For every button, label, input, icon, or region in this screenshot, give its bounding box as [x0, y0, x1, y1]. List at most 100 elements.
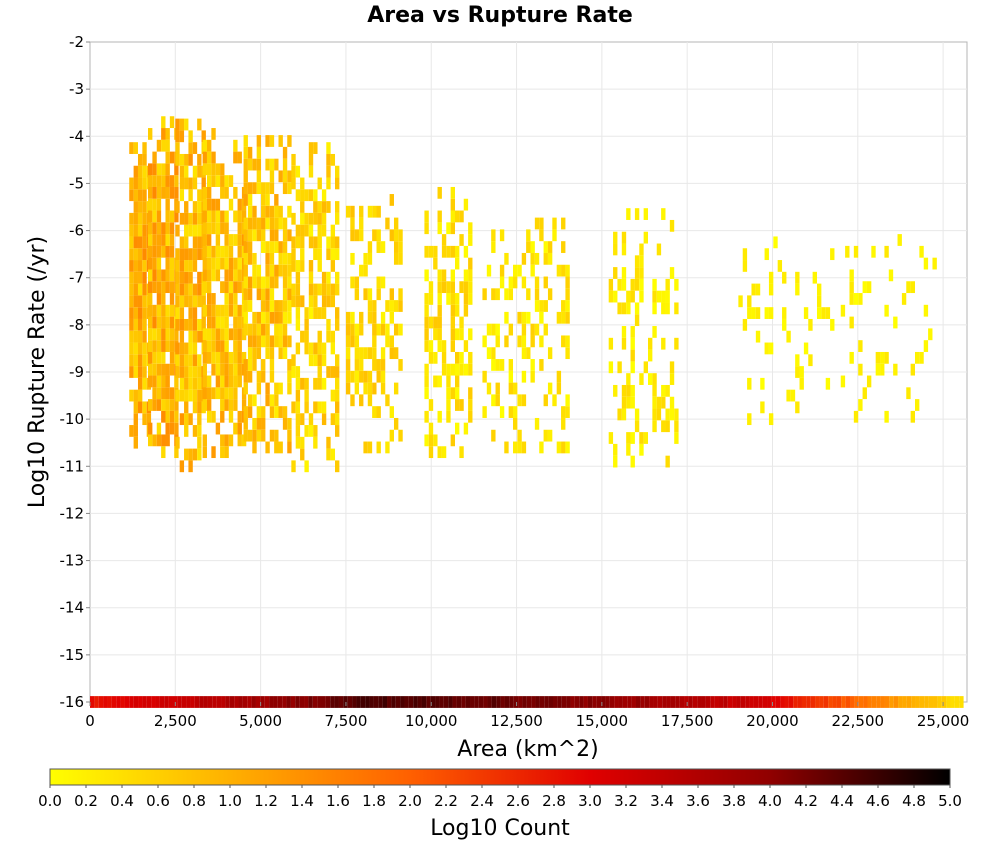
heatmap-cell: [367, 382, 373, 395]
heatmap-cell: [747, 307, 752, 319]
heatmap-cell: [291, 260, 296, 272]
heatmap-cell: [369, 696, 374, 708]
heatmap-cell: [621, 384, 627, 397]
heatmap-cell: [482, 406, 487, 418]
heatmap-cell: [148, 198, 153, 211]
heatmap-cell: [220, 210, 225, 223]
heatmap-cell: [206, 293, 212, 305]
heatmap-cell: [373, 696, 379, 708]
heatmap-cell: [247, 370, 253, 383]
heatmap-cell: [278, 300, 283, 312]
y-tick-label: -14: [60, 599, 85, 617]
heatmap-cell: [265, 311, 270, 324]
heatmap-cell: [228, 434, 234, 447]
heatmap-cell: [504, 441, 509, 454]
heatmap-cell: [192, 177, 198, 190]
heatmap-cell: [742, 260, 748, 272]
heatmap-cell: [142, 260, 147, 272]
heatmap-cell: [710, 696, 715, 708]
heatmap-cell: [197, 389, 202, 402]
heatmap-cell: [228, 363, 234, 376]
heatmap-cell: [224, 375, 229, 388]
heatmap-cell: [491, 394, 496, 407]
heatmap-cell: [197, 330, 202, 343]
heatmap-cell: [495, 335, 500, 348]
heatmap-cell: [129, 389, 134, 402]
heatmap-cell: [496, 696, 501, 708]
heatmap-cell: [372, 311, 377, 324]
heatmap-cell: [360, 696, 366, 708]
heatmap-cell: [234, 696, 239, 708]
heatmap-cell: [897, 234, 902, 246]
heatmap-cell: [335, 318, 340, 331]
heatmap-cell: [906, 387, 911, 400]
heatmap-cell: [215, 257, 221, 270]
heatmap-cell: [630, 290, 635, 303]
heatmap-cell: [282, 276, 288, 289]
heatmap-cell: [228, 198, 234, 211]
heatmap-cell: [356, 696, 361, 708]
heatmap-cell: [252, 229, 257, 242]
heatmap-cell: [98, 696, 104, 708]
heatmap-cell: [640, 696, 645, 708]
heatmap-cell: [875, 351, 881, 364]
heatmap-cell: [291, 165, 296, 178]
heatmap-cell: [661, 384, 666, 397]
heatmap-cell: [335, 177, 340, 190]
heatmap-cell: [175, 130, 180, 143]
heatmap-cell: [317, 401, 322, 414]
heatmap-cell: [330, 236, 336, 249]
heatmap-cell: [264, 696, 270, 708]
heatmap-cell: [630, 361, 635, 374]
x-tick-label: 10,000: [405, 712, 458, 730]
heatmap-cell: [627, 696, 632, 708]
heatmap-cell: [156, 163, 162, 176]
heatmap-cell: [179, 130, 185, 143]
heatmap-cell: [526, 347, 531, 360]
heatmap-cell: [202, 222, 207, 235]
heatmap-cell: [359, 205, 364, 218]
heatmap-cell: [810, 696, 816, 708]
heatmap-cell: [433, 245, 438, 258]
heatmap-cell: [295, 224, 301, 237]
heatmap-cell: [491, 429, 496, 442]
heatmap-cell: [304, 318, 309, 331]
heatmap-cell: [849, 351, 854, 364]
heatmap-cell: [463, 281, 469, 294]
heatmap-cell: [282, 182, 288, 195]
heatmap-cell: [450, 186, 455, 199]
heatmap-cell: [269, 135, 275, 147]
heatmap-cell: [330, 330, 336, 343]
heatmap-cell: [455, 363, 460, 376]
heatmap-cell: [906, 696, 912, 708]
heatmap-cell: [556, 441, 562, 454]
heatmap-cell: [312, 696, 318, 708]
heatmap-cell: [269, 370, 275, 383]
heatmap-cell: [803, 307, 809, 319]
heatmap-cell: [426, 696, 431, 708]
heatmap-cell: [380, 382, 386, 395]
heatmap-cell: [727, 696, 733, 708]
heatmap-cell: [317, 201, 322, 213]
heatmap-cell: [919, 245, 924, 258]
heatmap-cell: [565, 347, 570, 360]
heatmap-cell: [450, 328, 455, 341]
heatmap-cell: [192, 283, 198, 296]
heatmap-cell: [443, 696, 449, 708]
heatmap-cell: [782, 307, 787, 319]
heatmap-cell: [421, 696, 427, 708]
heatmap-cell: [876, 696, 881, 708]
heatmap-cell: [228, 257, 234, 270]
heatmap-cell: [137, 330, 143, 343]
heatmap-cell: [137, 165, 143, 178]
heatmap-cell: [543, 323, 548, 336]
heatmap-cell: [300, 436, 305, 449]
heatmap-cell: [261, 288, 266, 301]
heatmap-cell: [197, 401, 202, 414]
heatmap-cell: [363, 441, 368, 454]
heatmap-cell: [175, 271, 180, 284]
heatmap-cell: [188, 130, 193, 143]
heatmap-cell: [129, 318, 134, 331]
heatmap-cell: [174, 375, 179, 388]
heatmap-cell: [169, 293, 175, 305]
